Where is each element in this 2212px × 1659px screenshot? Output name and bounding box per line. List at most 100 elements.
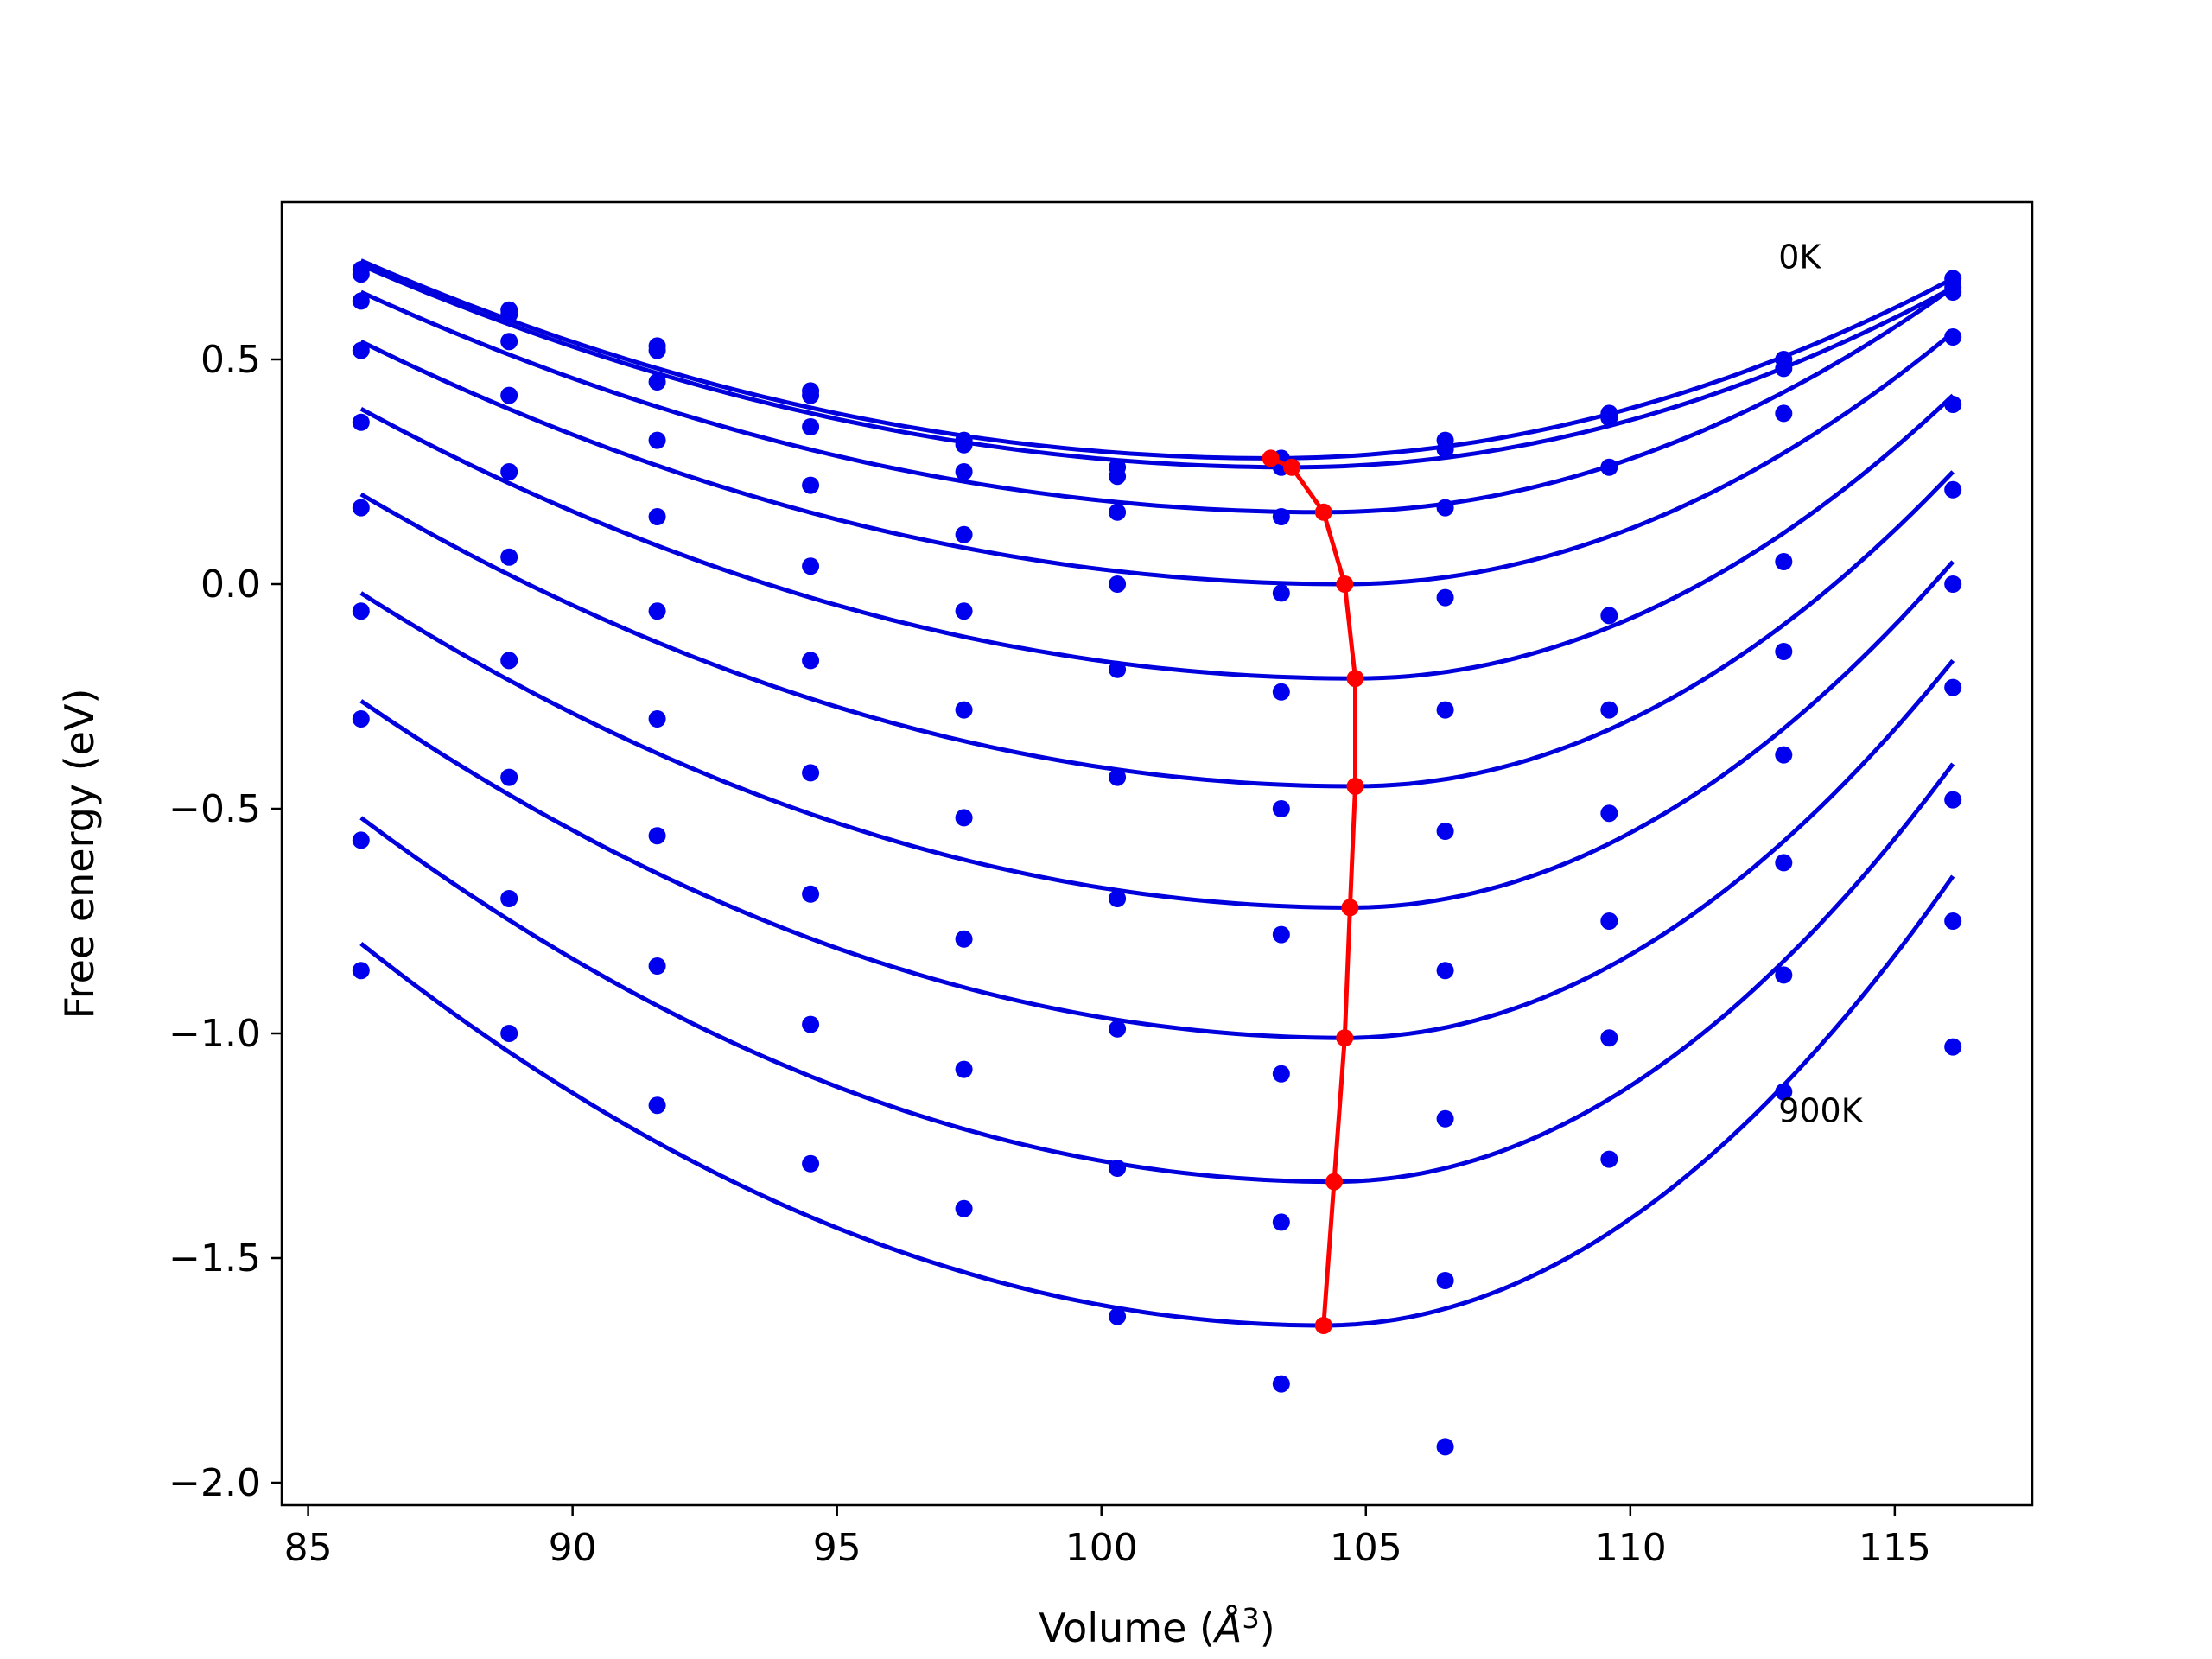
data-point-300K	[1775, 553, 1793, 570]
data-point-900K	[1436, 1438, 1454, 1456]
minimum-point	[1314, 503, 1332, 521]
data-point-400K	[802, 557, 820, 575]
data-point-400K	[1272, 683, 1290, 701]
data-point-700K	[648, 827, 666, 845]
plot-area	[352, 258, 1962, 1456]
data-point-600K	[1109, 890, 1127, 907]
data-point-900K	[955, 1199, 973, 1217]
x-tick-label: 110	[1594, 1526, 1667, 1570]
data-point-100K	[648, 341, 666, 359]
data-point-900K	[648, 1096, 666, 1115]
data-point-400K	[648, 508, 666, 525]
data-point-900K	[352, 962, 370, 980]
annotation-label: 900K	[1778, 1091, 1864, 1129]
data-point-400K	[955, 602, 973, 620]
x-tick-label: 100	[1065, 1526, 1138, 1570]
data-point-600K	[802, 764, 820, 782]
y-tick-label: −0.5	[168, 787, 261, 831]
data-point-300K	[500, 386, 518, 404]
data-point-400K	[1775, 643, 1793, 660]
fit-curve-400K	[359, 393, 1955, 681]
y-tick-label: −2.0	[168, 1461, 261, 1505]
fit-curve-0K	[359, 258, 1955, 461]
x-tick-label: 90	[549, 1526, 597, 1570]
data-point-800K	[955, 1060, 973, 1078]
data-point-200K	[648, 373, 666, 391]
minimum-point	[1336, 575, 1354, 593]
data-point-800K	[352, 831, 370, 849]
data-point-600K	[1775, 854, 1793, 872]
data-point-900K	[500, 1025, 518, 1042]
x-tick-label: 85	[284, 1526, 333, 1570]
data-point-500K	[802, 652, 820, 670]
data-point-400K	[1109, 660, 1127, 678]
data-point-600K	[1272, 925, 1290, 944]
data-point-700K	[1436, 1109, 1454, 1128]
fit-curve-700K	[359, 658, 1955, 1040]
x-tick-label: 105	[1330, 1526, 1402, 1570]
data-point-500K	[1109, 768, 1127, 786]
minimum-point	[1262, 449, 1280, 467]
data-point-800K	[1272, 1213, 1290, 1231]
x-tick-label: 115	[1859, 1526, 1931, 1570]
data-point-700K	[1600, 1029, 1618, 1047]
data-point-600K	[500, 652, 518, 670]
minimum-point	[1325, 1173, 1344, 1191]
fit-curve-600K	[359, 560, 1955, 910]
annotation-label: 0K	[1778, 238, 1821, 276]
data-point-100K	[1436, 441, 1454, 458]
data-point-500K	[1436, 823, 1454, 840]
data-point-900K	[1944, 912, 1962, 930]
data-point-400K	[1600, 701, 1618, 719]
data-point-100K	[1775, 359, 1793, 378]
data-point-400K	[1944, 396, 1962, 413]
data-point-200K	[1600, 458, 1618, 476]
y-tick-label: −1.5	[168, 1236, 261, 1281]
data-point-500K	[955, 701, 973, 719]
data-point-200K	[1775, 404, 1793, 423]
data-point-100K	[802, 386, 820, 404]
data-point-600K	[955, 809, 973, 827]
data-point-800K	[1600, 1150, 1618, 1168]
data-point-800K	[1944, 791, 1962, 809]
data-point-700K	[1272, 1065, 1290, 1083]
annotations: 0K 900K	[1778, 238, 1864, 1129]
data-point-300K	[802, 476, 820, 494]
y-tick-label: 0.0	[200, 563, 261, 607]
data-point-200K	[1436, 499, 1454, 517]
minimum-point	[1346, 670, 1364, 688]
data-point-200K	[1272, 508, 1290, 525]
data-point-800K	[802, 1015, 820, 1033]
data-point-700K	[1775, 966, 1793, 984]
data-point-700K	[1109, 1020, 1127, 1038]
data-point-300K	[1109, 575, 1127, 593]
data-point-800K	[648, 957, 666, 975]
data-point-300K	[1436, 588, 1454, 607]
fit-curve-300K	[359, 330, 1955, 587]
data-point-200K	[1944, 283, 1962, 301]
data-point-400K	[500, 463, 518, 480]
data-point-500K	[1775, 746, 1793, 764]
data-point-800K	[1775, 1083, 1793, 1101]
data-point-700K	[955, 930, 973, 948]
data-point-200K	[1109, 503, 1127, 521]
axis-ticks: 85 90 95 100 105 110 115 0.5 0.0 −0.5 −1.0 −1.5 −2.0	[168, 338, 1931, 1570]
minimum-point	[1341, 899, 1359, 917]
fit-curve-900K	[359, 874, 1955, 1328]
data-point-900K	[802, 1154, 820, 1173]
x-axis-label: Volume (Å3)	[1039, 1602, 1274, 1651]
data-point-600K	[352, 602, 370, 620]
minimum-point	[1346, 778, 1364, 795]
data-point-200K	[955, 463, 973, 480]
data-point-600K	[1600, 912, 1618, 930]
fit-curve-200K	[359, 285, 1955, 515]
data-point-600K	[1944, 575, 1962, 593]
data-point-100K	[1600, 409, 1618, 427]
fit-curve-100K	[359, 263, 1955, 470]
data-point-400K	[1436, 701, 1454, 719]
minima-line	[1269, 456, 1357, 1326]
data-point-800K	[1109, 1160, 1127, 1177]
minimum-point	[1336, 1029, 1354, 1047]
data-point-600K	[648, 710, 666, 728]
data-point-500K	[1272, 800, 1290, 817]
